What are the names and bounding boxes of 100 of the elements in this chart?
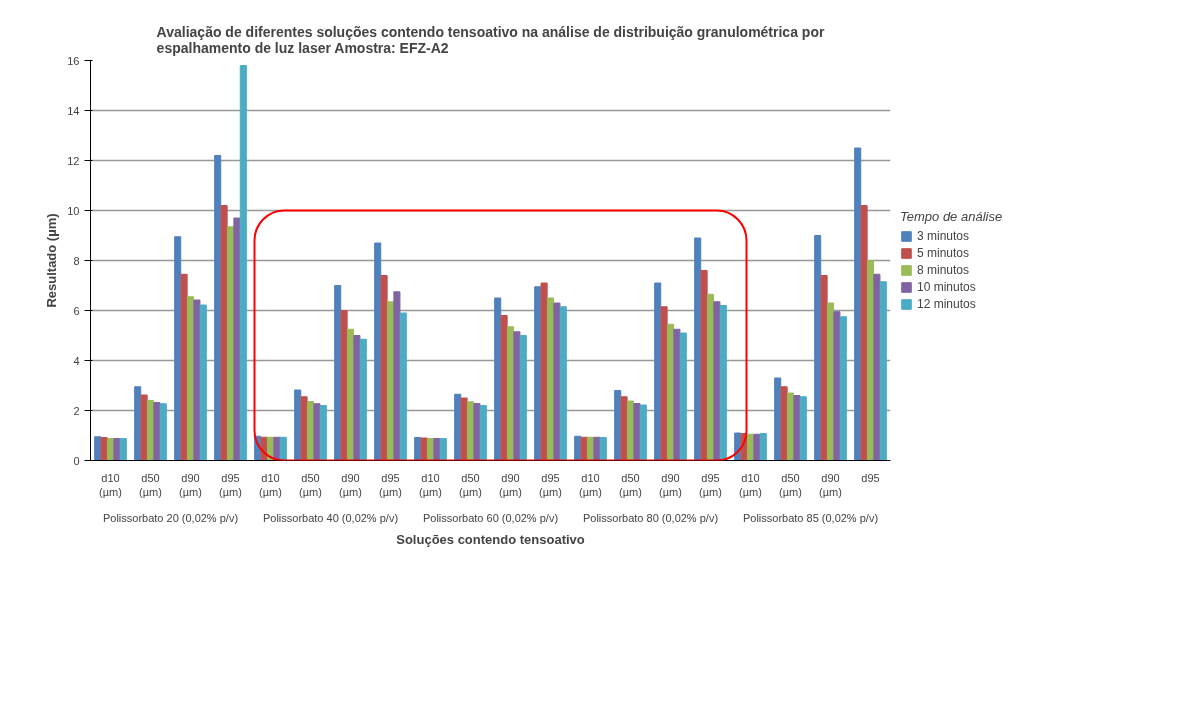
bar	[193, 299, 201, 461]
bar	[313, 403, 321, 461]
bar	[380, 275, 388, 461]
bar	[633, 403, 641, 461]
x-tick-label: d95	[861, 471, 880, 484]
bar	[500, 315, 508, 461]
bar	[540, 282, 548, 461]
y-tick-label: 16	[67, 54, 80, 67]
x-tick-label: d50 (µm)	[459, 471, 482, 498]
bar	[180, 273, 188, 461]
bar	[340, 310, 348, 461]
bar	[553, 302, 561, 461]
text: Polissorbato 60 (0,02% p/v)	[422, 511, 559, 524]
legend-label: 10 minutos	[917, 280, 976, 294]
legend-label: 5 minutos	[917, 246, 970, 260]
bar	[660, 306, 668, 461]
x-tick-label: d90 (µm)	[339, 471, 362, 498]
bar	[319, 405, 327, 461]
x-tick-label: d10 (µm)	[579, 471, 602, 498]
bar	[679, 332, 687, 461]
x-tick-label: d95 (µm)	[539, 471, 562, 498]
bar	[753, 433, 761, 461]
text: Polissorbato 40 (0,02% p/v)	[262, 511, 399, 524]
x-tick-label: d90 (µm)	[659, 471, 682, 498]
bar	[599, 437, 607, 461]
bar	[460, 397, 468, 461]
text: Polissorbato 85 (0,02% p/v)	[742, 511, 879, 524]
bar	[580, 436, 588, 461]
y-axis-title: Resultado (µm)	[44, 213, 60, 308]
y-tick-label: 2	[73, 404, 80, 417]
bar	[233, 217, 241, 461]
legend-label: 8 minutos	[917, 263, 970, 277]
bar	[593, 436, 601, 461]
chart-title: Avaliação de diferentes soluções contendo tensoativo na análise de distribuição granulométrica por espalhamento de luz laser Amostra: EFZ-A2	[156, 23, 825, 56]
bar	[113, 438, 121, 461]
y-tick-label: 4	[73, 354, 80, 367]
bar	[519, 335, 527, 461]
bar	[399, 312, 407, 461]
bar	[279, 436, 287, 461]
bar	[153, 402, 161, 461]
bar	[833, 311, 841, 461]
x-tick-label: d50 (µm)	[779, 471, 802, 498]
y-tick-label: 14	[67, 104, 80, 117]
bar	[820, 275, 828, 461]
bar	[799, 396, 807, 461]
x-tick-label: d90 (µm)	[819, 471, 842, 498]
text: Polissorbato 20 (0,02% p/v)	[102, 511, 239, 524]
x-tick-label: d10 (µm)	[739, 471, 762, 498]
bar	[620, 396, 628, 461]
x-tick-label: d95 (µm)	[379, 471, 402, 498]
bar	[839, 316, 847, 461]
bar	[239, 65, 247, 461]
bar	[100, 437, 108, 461]
bar	[513, 331, 521, 461]
bar	[473, 403, 481, 461]
x-axis-title: Soluções contendo tensoativo	[396, 531, 585, 547]
x-tick-label: d10 (µm)	[99, 471, 122, 498]
bar	[119, 438, 127, 461]
y-tick-label: 0	[73, 454, 80, 467]
bar	[639, 404, 647, 461]
bar	[879, 281, 887, 461]
legend-title: Tempo de análise	[900, 209, 1003, 224]
x-tick-label: d90 (µm)	[179, 471, 202, 498]
bar	[780, 386, 788, 461]
bar	[359, 338, 367, 461]
x-tick-label: d50 (µm)	[299, 471, 322, 498]
x-tick-label: d50 (µm)	[139, 471, 162, 498]
bar	[393, 291, 401, 461]
x-tick-label: d90 (µm)	[499, 471, 522, 498]
legend-label: 3 minutos	[917, 229, 970, 243]
bar	[700, 270, 708, 461]
y-tick-label: 6	[73, 304, 80, 317]
y-tick-label: 12	[67, 154, 80, 167]
bar	[713, 301, 721, 461]
bar	[793, 395, 801, 461]
bar	[559, 306, 567, 461]
bar	[873, 273, 881, 461]
x-tick-label: d95 (µm)	[219, 471, 242, 498]
y-tick-label: 10	[67, 204, 80, 217]
x-tick-label: d10 (µm)	[259, 471, 282, 498]
bar	[220, 205, 228, 461]
bar	[433, 438, 441, 461]
text: Polissorbato 80 (0,02% p/v)	[582, 511, 719, 524]
x-tick-label: d10 (µm)	[419, 471, 442, 498]
y-tick-label: 8	[73, 254, 80, 267]
bar	[420, 437, 428, 461]
bar	[199, 304, 207, 461]
bar	[140, 394, 148, 461]
bar	[860, 205, 868, 461]
bar	[353, 335, 361, 461]
bar	[719, 305, 727, 461]
bar	[159, 403, 167, 461]
x-tick-label: d95 (µm)	[699, 471, 722, 498]
x-tick-label: d50 (µm)	[619, 471, 642, 498]
bar	[673, 328, 681, 461]
bar	[300, 396, 308, 461]
bar	[759, 433, 767, 461]
legend-label: 12 minutos	[917, 297, 976, 311]
bar	[439, 438, 447, 461]
bar	[479, 405, 487, 461]
